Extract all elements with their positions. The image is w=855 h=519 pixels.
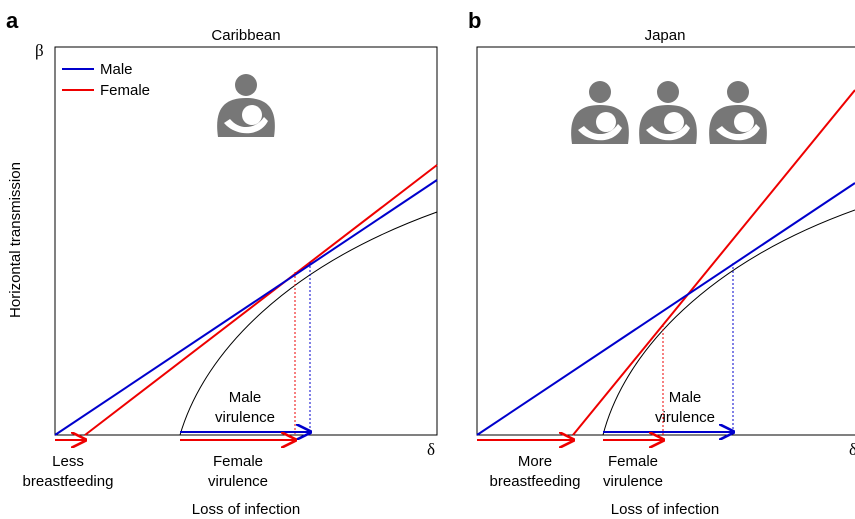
annotation: virulence xyxy=(655,409,715,426)
female-line xyxy=(84,164,438,436)
annotation: Male xyxy=(669,389,702,406)
x-label: Loss of infection xyxy=(611,501,719,518)
y-label: Horizontal transmission xyxy=(7,162,24,318)
annotation: Male xyxy=(229,389,262,406)
icon xyxy=(709,81,767,144)
panel-title: Japan xyxy=(645,27,686,44)
legend-label: Male xyxy=(100,61,133,78)
y-symbol: β xyxy=(35,41,44,60)
annotation: Female xyxy=(608,453,658,470)
plot-frame xyxy=(476,46,855,436)
icon xyxy=(217,74,275,137)
plot-frame xyxy=(54,46,438,436)
annotation: virulence xyxy=(215,409,275,426)
annotation: breastfeeding xyxy=(490,473,581,490)
panel-b: b Japan Male virulence More breastfeedin… xyxy=(468,8,855,518)
panel-letter: a xyxy=(6,8,19,33)
male-line xyxy=(54,179,438,436)
icon xyxy=(571,81,629,144)
annotation: virulence xyxy=(208,473,268,490)
annotation: Female xyxy=(213,453,263,470)
legend-label: Female xyxy=(100,82,150,99)
x-symbol: δ xyxy=(849,440,855,459)
female-line xyxy=(572,89,855,436)
annotation: More xyxy=(518,453,552,470)
icon xyxy=(639,81,697,144)
annotation: virulence xyxy=(603,473,663,490)
panel-title: Caribbean xyxy=(211,27,280,44)
panel-a: a Caribbean β Horizontal transmission Ma… xyxy=(6,8,438,518)
x-symbol: δ xyxy=(427,440,435,459)
x-label: Loss of infection xyxy=(192,501,300,518)
annotation: breastfeeding xyxy=(23,473,114,490)
annotation: Less xyxy=(52,453,84,470)
curve xyxy=(602,209,855,436)
panel-letter: b xyxy=(468,8,481,33)
curve xyxy=(179,211,438,436)
male-line xyxy=(476,182,855,436)
